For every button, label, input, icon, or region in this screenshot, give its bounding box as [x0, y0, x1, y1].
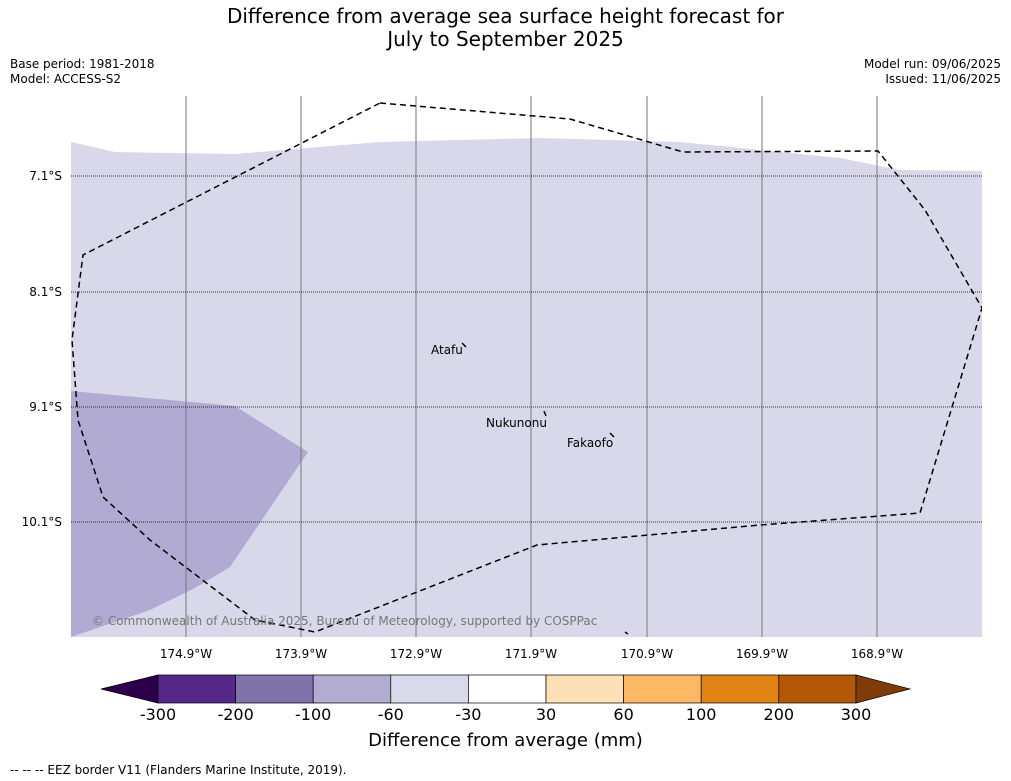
meta-left: Base period: 1981-2018 Model: ACCESS-S2 [10, 57, 155, 87]
atafu-island-mark [461, 342, 467, 348]
colorbar-bin-6 [545, 674, 624, 704]
colorbar-tick: -60 [377, 705, 404, 724]
lon-label: 174.9°W [159, 647, 213, 661]
eez-border [71, 102, 982, 633]
place-label-atafu: Atafu [431, 343, 463, 357]
lon-label: 171.9°W [504, 647, 558, 661]
place-label-fakaofo: Fakaofo [567, 436, 614, 450]
small-island-mark [624, 631, 629, 635]
meta-right: Model run: 09/06/2025 Issued: 11/06/2025 [864, 57, 1001, 87]
base-period: Base period: 1981-2018 [10, 57, 155, 71]
colorbar-tick: 300 [840, 705, 872, 724]
colorbar-bin-8 [700, 674, 780, 704]
model-run: Model run: 09/06/2025 [863, 57, 1001, 71]
colorbar-tick: -100 [295, 705, 332, 724]
colorbar-bin-9 [778, 674, 857, 704]
title-line-1: Difference from average sea surface heig… [226, 4, 785, 28]
colorbar-tick: -300 [139, 705, 177, 724]
anomaly-region-light [71, 138, 982, 637]
colorbar-bin-2 [235, 674, 314, 704]
lon-label: 173.9°W [274, 647, 328, 661]
lon-label: 168.9°W [850, 647, 904, 661]
colorbar-tick: 100 [685, 705, 717, 724]
lat-label: 10.1°S [21, 515, 62, 529]
meridian-lines [185, 96, 878, 637]
issued-date: Issued: 11/06/2025 [885, 72, 1001, 86]
colorbar-tick: 60 [613, 705, 634, 724]
nukunonu-island-mark [543, 410, 547, 417]
lon-label: 169.9°W [735, 647, 789, 661]
place-label-nukunonu: Nukunonu [486, 416, 547, 430]
footer-legend: -- -- -- EEZ border V11 (Flanders Marine… [10, 763, 347, 777]
copyright-notice: © Commonwealth of Australia 2025, Bureau… [92, 614, 598, 628]
title-line-2: July to September 2025 [387, 27, 624, 51]
chart-title: Difference from average sea surface heig… [0, 5, 1011, 51]
colorbar-bin-5 [468, 674, 547, 704]
lat-label: 9.1°S [29, 400, 62, 414]
lat-label: 8.1°S [29, 285, 62, 299]
colorbar-bin-4 [390, 674, 469, 704]
colorbar-bin-1 [157, 674, 236, 704]
model-name: Model: ACCESS-S2 [10, 72, 122, 86]
lat-label: 7.1°S [29, 169, 62, 183]
colorbar-tick: 200 [763, 705, 795, 724]
lon-label: 170.9°W [620, 647, 674, 661]
colorbar-label: Difference from average (mm) [368, 730, 643, 751]
colorbar-tick: -200 [217, 705, 254, 724]
colorbar-bin-7 [623, 674, 702, 704]
lon-label: 172.9°W [389, 647, 443, 661]
colorbar-extend-high [855, 674, 912, 704]
colorbar-tick: 30 [535, 705, 557, 724]
fakaofo-island-mark [609, 432, 615, 438]
colorbar-tick: -30 [455, 705, 482, 724]
colorbar-extend-low [100, 674, 159, 704]
anomaly-region-dark [71, 391, 308, 637]
colorbar [100, 674, 912, 704]
colorbar-bin-3 [312, 674, 392, 704]
